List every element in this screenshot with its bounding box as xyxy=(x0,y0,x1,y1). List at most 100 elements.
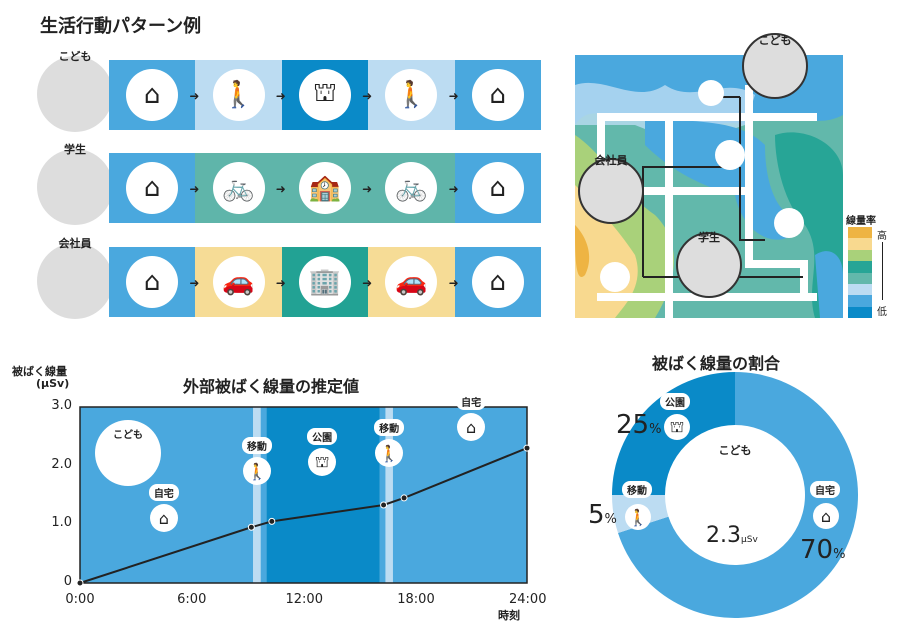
chart-annotation: 公園 ⛫ xyxy=(307,428,338,477)
map-avatar-office-worker: 会社員 xyxy=(578,154,644,224)
bicycle-icon: 🚲 xyxy=(212,162,265,214)
band-移動 xyxy=(253,407,261,583)
chart-annotation: 移動 🚶 xyxy=(241,437,272,486)
arrow-right-icon: ➜ xyxy=(448,182,459,196)
dose-legend xyxy=(848,227,872,319)
arrow-right-icon: ➜ xyxy=(275,276,286,290)
annotation-label: 自宅 xyxy=(148,484,179,501)
arrow-right-icon: ➜ xyxy=(362,89,373,103)
chart-annotation: 移動 🚶 xyxy=(374,419,405,468)
legend-swatch xyxy=(848,227,872,239)
plot-frame xyxy=(79,406,528,584)
house-icon: ⌂ xyxy=(457,413,486,442)
office-icon: 🏢 xyxy=(298,256,351,308)
donut-title: 被ばく線量の割合 xyxy=(652,354,781,373)
arrow-right-icon: ➜ xyxy=(275,182,286,196)
donut-label-home: 自宅 xyxy=(810,481,840,498)
y-tick-label: 3.0 xyxy=(51,398,72,413)
car-icon: 🚗 xyxy=(385,256,438,308)
house-icon: ⌂ xyxy=(471,256,524,308)
chart-annotation: 自宅 ⌂ xyxy=(456,393,487,442)
legend-low: 低 xyxy=(877,307,887,318)
band-gap xyxy=(260,407,267,583)
pattern-segment: 🏢 ➜ xyxy=(281,247,372,317)
arrow-right-icon: ➜ xyxy=(362,182,373,196)
pattern-segment: ⌂ xyxy=(454,247,541,317)
pattern-segment: ⌂ ➜ xyxy=(109,153,199,223)
arrow-right-icon: ➜ xyxy=(189,89,200,103)
donut-label-park: 公園 xyxy=(660,393,690,410)
pattern-segment: 🚗 ➜ xyxy=(368,247,459,317)
legend-arrow xyxy=(882,242,883,300)
legend-swatch xyxy=(848,306,872,319)
data-point xyxy=(247,523,255,531)
legend-swatch xyxy=(848,283,872,296)
map-avatar-student: 学生 xyxy=(676,231,742,298)
donut-person: こども xyxy=(718,444,752,457)
legend-swatch xyxy=(848,272,872,284)
person-label: こども xyxy=(58,50,92,63)
house-icon: ⌂ xyxy=(149,504,178,532)
annotation-label: 移動 xyxy=(241,437,272,455)
map-avatar-child: こども xyxy=(742,33,808,99)
house-icon: ⌂ xyxy=(813,503,839,529)
data-point xyxy=(400,494,408,502)
x-tick-label: 18:00 xyxy=(397,592,435,607)
legend-title: 線量率 xyxy=(846,216,876,227)
pattern-row: ⌂ ➜ 🚲 ➜ 🏫 ➜ 🚲 ➜ ⌂ xyxy=(109,153,541,223)
data-point xyxy=(268,517,276,525)
pattern-segment: 🚗 ➜ xyxy=(195,247,286,317)
walk-icon: 🚶 xyxy=(625,504,651,530)
legend-swatch xyxy=(848,249,872,262)
legend-swatch xyxy=(848,261,872,273)
pattern-segment: ⌂ xyxy=(454,153,541,223)
donut-pct-park: 25% xyxy=(616,410,662,440)
person-label: 学生 xyxy=(64,143,86,156)
pattern-row: ⌂ ➜ 🚗 ➜ 🏢 ➜ 🚗 ➜ ⌂ xyxy=(109,247,541,317)
pattern-row: ⌂ ➜ 🚶 ➜ ⛫ ➜ 🚶 ➜ ⌂ xyxy=(109,60,541,130)
chart-annotation: 自宅 ⌂ xyxy=(148,484,179,532)
x-tick-label: 24:00 xyxy=(509,592,547,607)
x-axis-label: 時刻 xyxy=(498,609,520,622)
annotation-label: 公園 xyxy=(307,428,338,446)
donut-label-move: 移動 xyxy=(622,481,652,498)
walk-icon: 🚶 xyxy=(375,439,404,468)
donut-total: 2.3μSv xyxy=(706,523,758,548)
school-icon: 🏫 xyxy=(298,162,351,214)
walk-icon: 🚶 xyxy=(385,69,438,121)
data-point xyxy=(523,444,531,452)
playground-icon: ⛫ xyxy=(308,448,337,477)
data-point xyxy=(380,501,388,509)
walk-icon: 🚶 xyxy=(242,457,271,486)
house-icon: ⌂ xyxy=(126,69,179,121)
chart-avatar-child: こども xyxy=(95,420,161,486)
x-tick-label: 6:00 xyxy=(177,592,207,607)
arrow-right-icon: ➜ xyxy=(448,89,459,103)
chart-title: 外部被ばく線量の推定値 xyxy=(183,377,360,396)
legend-swatch xyxy=(848,295,872,307)
x-tick-label: 0:00 xyxy=(65,592,95,607)
arrow-right-icon: ➜ xyxy=(362,276,373,290)
avatar xyxy=(37,56,121,132)
playground-icon: ⛫ xyxy=(298,69,351,121)
playground-icon: ⛫ xyxy=(664,414,690,440)
donut-pct-move: 5% xyxy=(588,500,617,530)
annotation-label: 移動 xyxy=(374,419,405,437)
dose-line xyxy=(79,447,528,584)
data-point xyxy=(76,579,84,587)
y-axis-label: 被ばく線量 xyxy=(12,365,67,378)
pattern-segment: 🚶 ➜ xyxy=(195,60,286,130)
car-icon: 🚗 xyxy=(212,256,265,308)
pattern-segment: ⛫ ➜ xyxy=(281,60,372,130)
y-axis-unit: (μSv) xyxy=(36,377,70,390)
pattern-segment: 🚲 ➜ xyxy=(195,153,286,223)
x-tick-label: 12:00 xyxy=(285,592,323,607)
annotation-label: 自宅 xyxy=(456,393,487,411)
patterns-title: 生活行動パターン例 xyxy=(40,16,202,37)
arrow-right-icon: ➜ xyxy=(275,89,286,103)
house-icon: ⌂ xyxy=(471,69,524,121)
y-tick-label: 1.0 xyxy=(51,515,72,531)
house-icon: ⌂ xyxy=(471,162,524,214)
walk-icon: 🚶 xyxy=(212,69,265,121)
person-label: 会社員 xyxy=(58,237,92,250)
